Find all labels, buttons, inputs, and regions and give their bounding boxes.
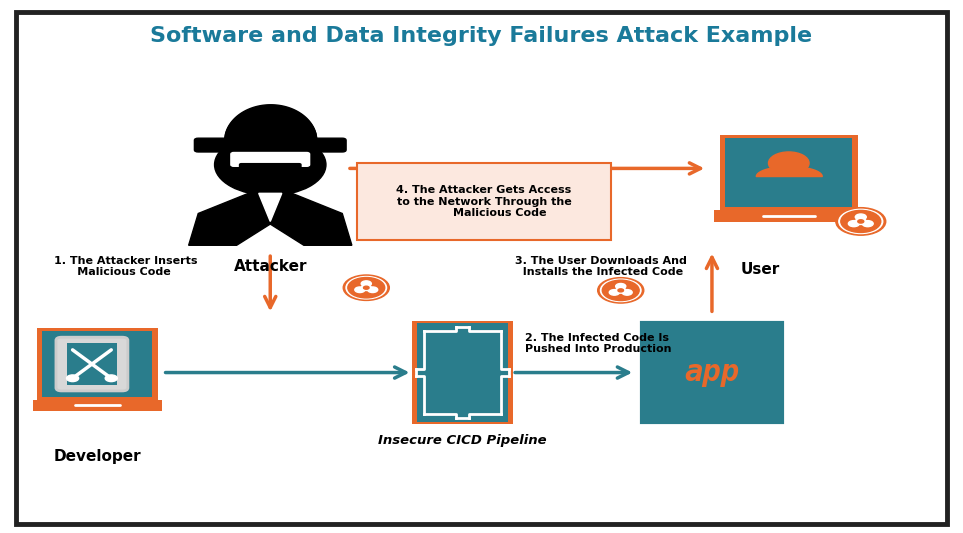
Text: app: app <box>685 358 740 387</box>
Circle shape <box>346 277 386 299</box>
Circle shape <box>348 278 384 298</box>
Text: Developer: Developer <box>54 449 142 464</box>
Circle shape <box>618 289 623 292</box>
FancyBboxPatch shape <box>417 324 508 422</box>
FancyBboxPatch shape <box>231 152 310 166</box>
Circle shape <box>855 214 867 220</box>
Circle shape <box>841 211 881 232</box>
Circle shape <box>361 281 372 286</box>
FancyBboxPatch shape <box>33 400 163 411</box>
Circle shape <box>606 288 623 297</box>
FancyBboxPatch shape <box>240 164 301 174</box>
Circle shape <box>848 221 859 227</box>
FancyBboxPatch shape <box>725 138 852 207</box>
Text: 1. The Attacker Inserts
      Malicious Code: 1. The Attacker Inserts Malicious Code <box>54 256 197 277</box>
Circle shape <box>343 275 389 301</box>
Text: User: User <box>741 262 780 277</box>
FancyBboxPatch shape <box>195 138 346 152</box>
Circle shape <box>858 220 864 223</box>
Circle shape <box>215 134 325 196</box>
Circle shape <box>845 219 864 229</box>
Text: 2. The Infected Code Is
Pushed Into Production: 2. The Infected Code Is Pushed Into Prod… <box>525 333 671 354</box>
Circle shape <box>615 288 626 293</box>
Circle shape <box>836 208 886 235</box>
FancyBboxPatch shape <box>412 321 512 424</box>
Circle shape <box>839 209 883 233</box>
Circle shape <box>615 284 626 289</box>
Circle shape <box>602 280 639 301</box>
Polygon shape <box>259 193 282 221</box>
Circle shape <box>851 212 871 222</box>
FancyBboxPatch shape <box>642 324 782 422</box>
Circle shape <box>601 279 641 302</box>
FancyBboxPatch shape <box>42 331 152 397</box>
Circle shape <box>351 285 369 295</box>
Circle shape <box>612 281 630 291</box>
Circle shape <box>368 287 377 293</box>
Text: Software and Data Integrity Failures Attack Example: Software and Data Integrity Failures Att… <box>150 26 813 46</box>
FancyBboxPatch shape <box>37 328 158 400</box>
Text: Insecure CICD Pipeline: Insecure CICD Pipeline <box>378 433 547 447</box>
Circle shape <box>357 279 375 288</box>
Circle shape <box>768 152 809 174</box>
Circle shape <box>855 219 867 224</box>
Circle shape <box>105 375 117 382</box>
FancyBboxPatch shape <box>719 135 858 211</box>
Circle shape <box>363 286 369 289</box>
Text: 4. The Attacker Gets Access
to the Network Through the
        Malicious Code: 4. The Attacker Gets Access to the Netwo… <box>397 185 571 218</box>
Circle shape <box>361 285 372 290</box>
Circle shape <box>622 289 632 295</box>
Text: Attacker: Attacker <box>233 259 307 273</box>
FancyBboxPatch shape <box>56 337 128 391</box>
FancyBboxPatch shape <box>714 211 864 222</box>
Circle shape <box>610 289 619 295</box>
FancyBboxPatch shape <box>15 12 948 523</box>
Circle shape <box>66 375 79 382</box>
Text: 3. The User Downloads And
  Installs the Infected Code: 3. The User Downloads And Installs the I… <box>515 256 687 277</box>
Polygon shape <box>189 192 351 245</box>
Circle shape <box>354 287 365 293</box>
Circle shape <box>862 221 873 227</box>
Circle shape <box>364 285 381 295</box>
Circle shape <box>598 278 644 303</box>
Circle shape <box>858 219 877 229</box>
FancyBboxPatch shape <box>66 343 117 385</box>
FancyBboxPatch shape <box>356 163 612 240</box>
Circle shape <box>618 288 636 297</box>
